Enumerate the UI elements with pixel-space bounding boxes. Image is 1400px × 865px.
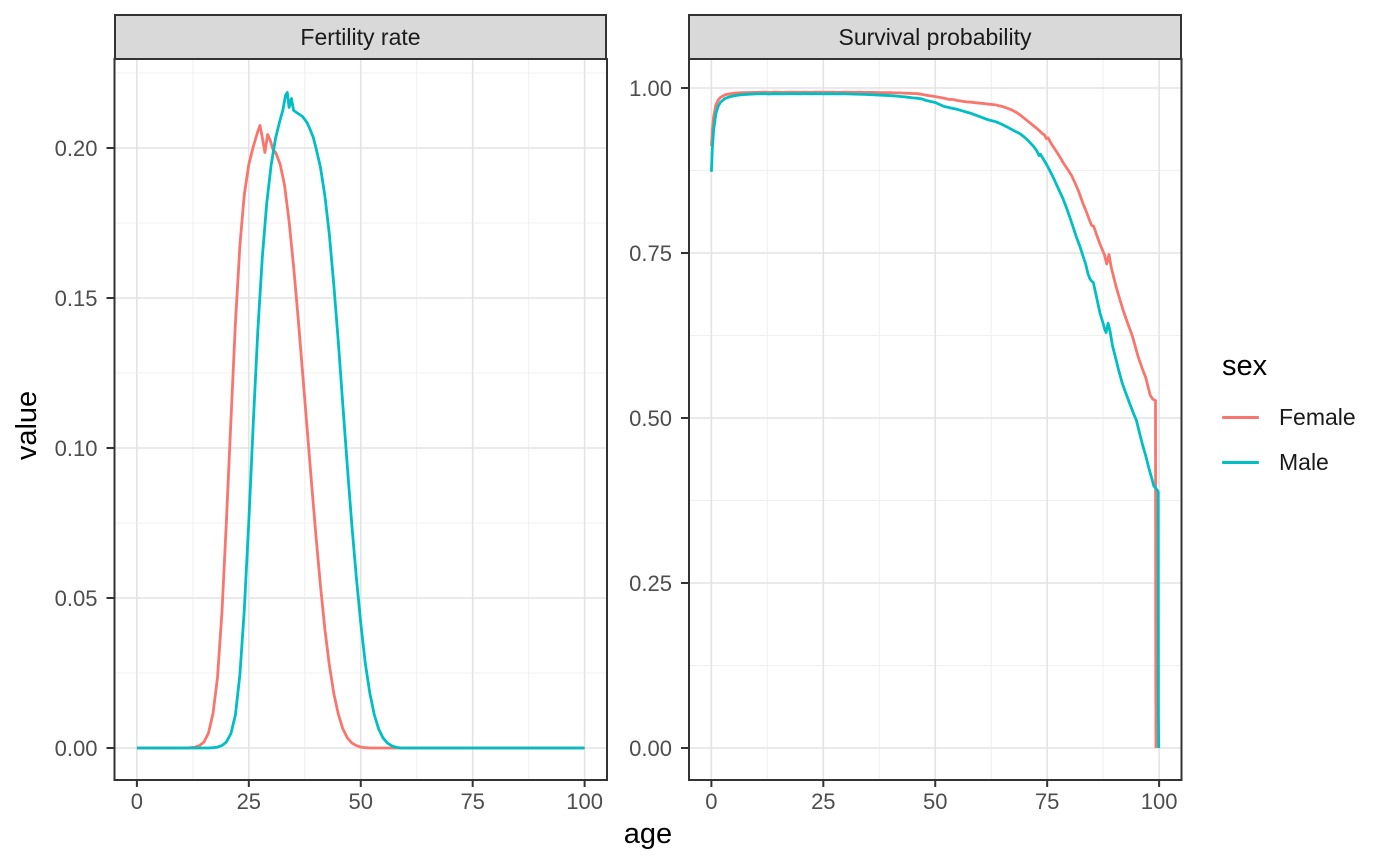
- y-tick-label: 0.00: [55, 736, 98, 761]
- line-male: [710, 92, 1161, 749]
- y-tick-label: 0.05: [55, 586, 98, 611]
- legend: sex Female Male: [1222, 350, 1356, 485]
- panel-fertility: 0 25 50 75 100 0.00 0.05 0.10 0.15 0.20: [55, 58, 608, 814]
- y-tick-label: 0.75: [629, 241, 672, 266]
- facet-strip-label: Survival probability: [838, 23, 1032, 50]
- y-tick-label: 1.00: [629, 76, 672, 101]
- facet-strip-label: Fertility rate: [300, 23, 421, 50]
- facet-strip-fertility-rate: Fertility rate: [114, 14, 607, 60]
- legend-item-male: Male: [1222, 440, 1356, 485]
- y-tick-label: 0.00: [629, 736, 672, 761]
- legend-label: Female: [1279, 404, 1356, 430]
- x-tick-label: 75: [1035, 789, 1059, 814]
- x-tick-label: 0: [131, 789, 143, 814]
- legend-label: Male: [1279, 449, 1329, 475]
- y-tick-label: 0.50: [629, 406, 672, 431]
- legend-key-male-line: [1222, 460, 1259, 465]
- legend-title: sex: [1222, 350, 1268, 382]
- x-tick-label: 100: [1141, 789, 1178, 814]
- x-tick-label: 25: [811, 789, 835, 814]
- y-tick-label: 0.15: [55, 286, 98, 311]
- y-axis-title: value: [11, 390, 44, 460]
- x-tick-label: 25: [237, 789, 261, 814]
- x-tick-label: 75: [460, 789, 484, 814]
- legend-item-female: Female: [1222, 395, 1356, 440]
- legend-key-female-line: [1222, 415, 1259, 420]
- x-tick-label: 0: [705, 789, 717, 814]
- y-tick-label: 0.25: [629, 571, 672, 596]
- x-axis-title: age: [623, 818, 673, 850]
- facet-strip-survival-probability: Survival probability: [688, 14, 1182, 60]
- line-male: [136, 91, 585, 750]
- x-tick-label: 50: [349, 789, 373, 814]
- panel-survival: 0 25 50 75 100 0.00 0.25 0.50 0.75 1.00: [629, 58, 1183, 814]
- x-tick-label: 100: [566, 789, 603, 814]
- y-tick-label: 0.20: [55, 136, 98, 161]
- x-tick-label: 50: [923, 789, 947, 814]
- line-female: [136, 124, 585, 750]
- y-tick-label: 0.10: [55, 436, 98, 461]
- line-female: [710, 90, 1158, 749]
